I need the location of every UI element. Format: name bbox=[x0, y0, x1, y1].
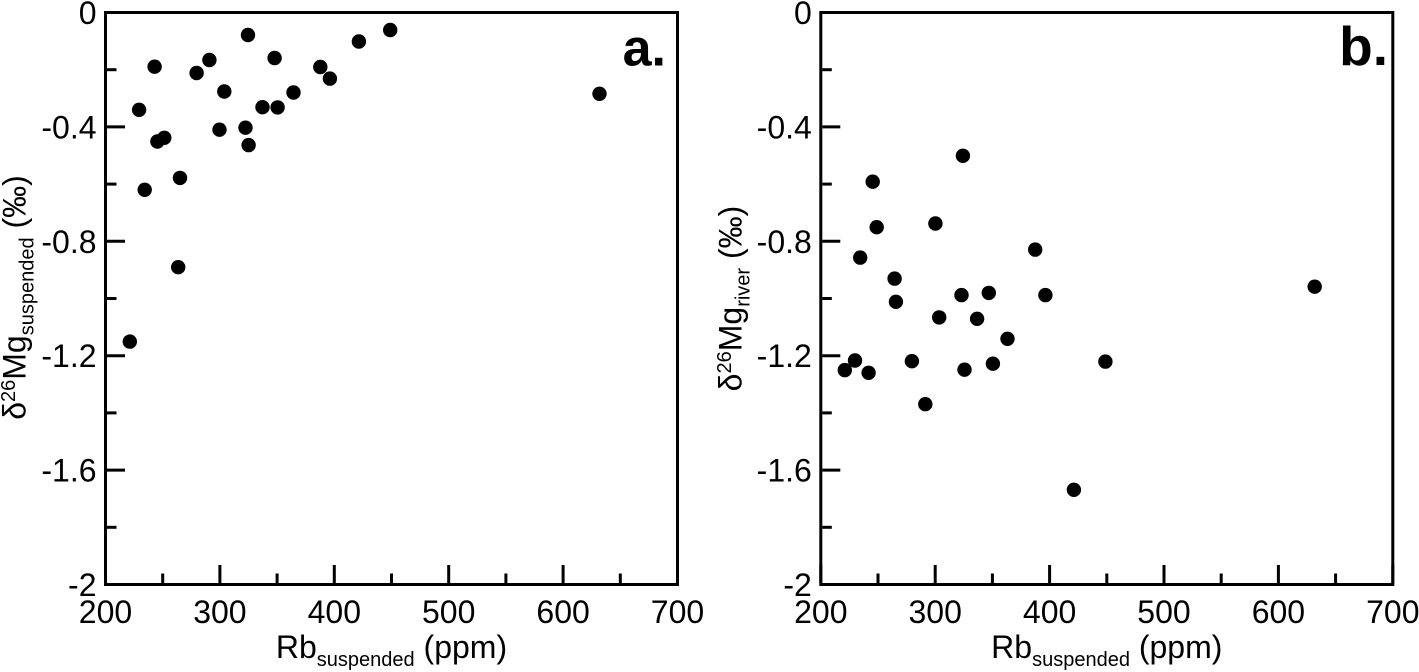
svg-text:400: 400 bbox=[1023, 594, 1076, 630]
svg-text:300: 300 bbox=[193, 594, 246, 630]
svg-text:Rbsuspended (ppm): Rbsuspended (ppm) bbox=[991, 629, 1222, 671]
svg-text:600: 600 bbox=[536, 594, 589, 630]
svg-text:500: 500 bbox=[422, 594, 475, 630]
svg-text:700: 700 bbox=[1366, 594, 1419, 630]
svg-text:-0.8: -0.8 bbox=[757, 224, 812, 260]
svg-text:200: 200 bbox=[794, 594, 847, 630]
svg-text:300: 300 bbox=[909, 594, 962, 630]
svg-text:400: 400 bbox=[308, 594, 361, 630]
svg-text:500: 500 bbox=[1137, 594, 1190, 630]
svg-text:-1.6: -1.6 bbox=[41, 453, 96, 489]
svg-text:b.: b. bbox=[1339, 15, 1388, 77]
svg-text:-0.4: -0.4 bbox=[757, 109, 812, 145]
svg-text:-1.6: -1.6 bbox=[757, 453, 812, 489]
svg-text:-2: -2 bbox=[68, 567, 96, 603]
svg-text:-0.4: -0.4 bbox=[41, 109, 96, 145]
svg-text:0: 0 bbox=[794, 0, 812, 31]
svg-text:600: 600 bbox=[1252, 594, 1305, 630]
svg-text:-0.8: -0.8 bbox=[41, 224, 96, 260]
svg-text:a.: a. bbox=[623, 20, 666, 78]
svg-text:-1.2: -1.2 bbox=[757, 338, 812, 374]
svg-text:700: 700 bbox=[651, 594, 704, 630]
svg-text:200: 200 bbox=[79, 594, 132, 630]
svg-text:0: 0 bbox=[79, 0, 97, 31]
svg-text:-2: -2 bbox=[783, 567, 811, 603]
svg-text:-1.2: -1.2 bbox=[41, 338, 96, 374]
